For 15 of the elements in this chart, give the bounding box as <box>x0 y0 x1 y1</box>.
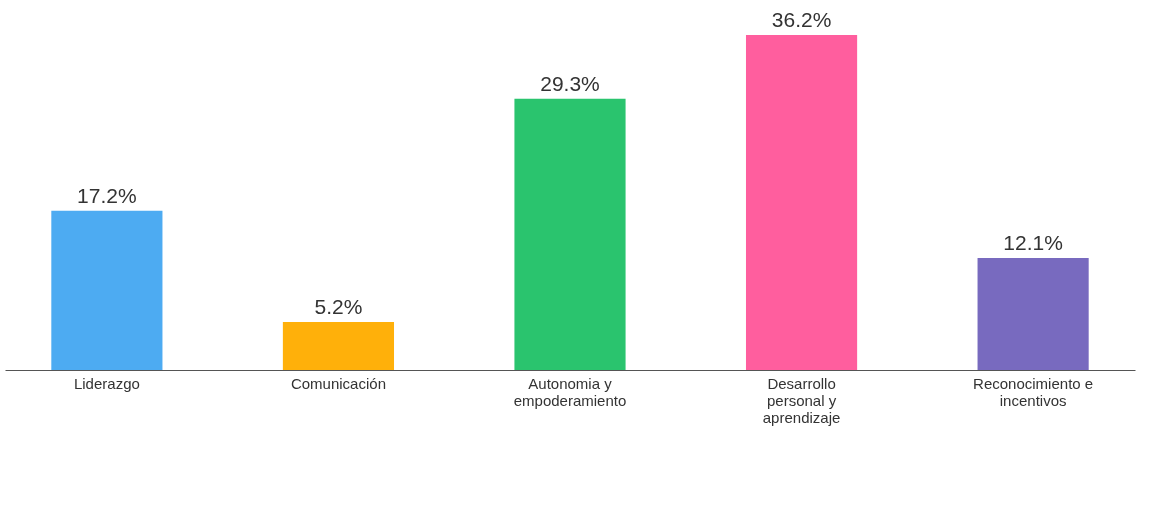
data-label: 12.1% <box>1003 231 1063 255</box>
x-tick-label: Desarrollo personal y aprendizaje <box>762 374 841 426</box>
data-label: 17.2% <box>77 183 137 207</box>
data-label: 36.2% <box>771 8 832 31</box>
bar <box>745 35 858 370</box>
x-tick-label: Autonomia y empoderamiento <box>513 374 627 409</box>
data-label: 5.2% <box>314 294 363 318</box>
x-tick-label: Comunicación <box>290 374 386 392</box>
bar <box>51 210 163 370</box>
bar <box>282 321 395 370</box>
x-tick-label: Liderazgo <box>73 374 140 392</box>
data-label: 29.3% <box>540 71 600 95</box>
bar <box>977 258 1089 370</box>
bar <box>514 98 626 370</box>
x-tick-label: Reconocimiento e incentivos <box>973 374 1094 409</box>
